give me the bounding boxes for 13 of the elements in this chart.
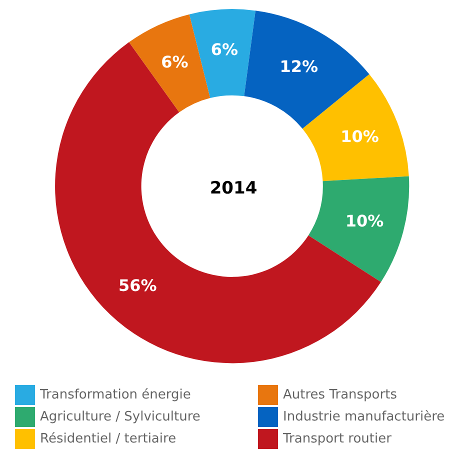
text: 2014 (210, 178, 258, 198)
legend-label: Transport routier (282, 432, 392, 446)
legend-label: Transformation énergie (39, 388, 191, 402)
legend-label: Agriculture / Sylviculture (40, 410, 200, 424)
data-label: 10% (340, 127, 379, 146)
data-label: 56% (118, 276, 157, 295)
data-label: 12% (280, 57, 318, 76)
data-label: 6% (210, 40, 238, 59)
data-label: 6% (161, 52, 188, 72)
legend-label: Résidentiel / tertiaire (40, 432, 176, 446)
legend-label: Industrie manufacturière (283, 410, 445, 424)
data-label: 10% (345, 212, 384, 231)
legend-label: Autres Transports (283, 388, 398, 402)
